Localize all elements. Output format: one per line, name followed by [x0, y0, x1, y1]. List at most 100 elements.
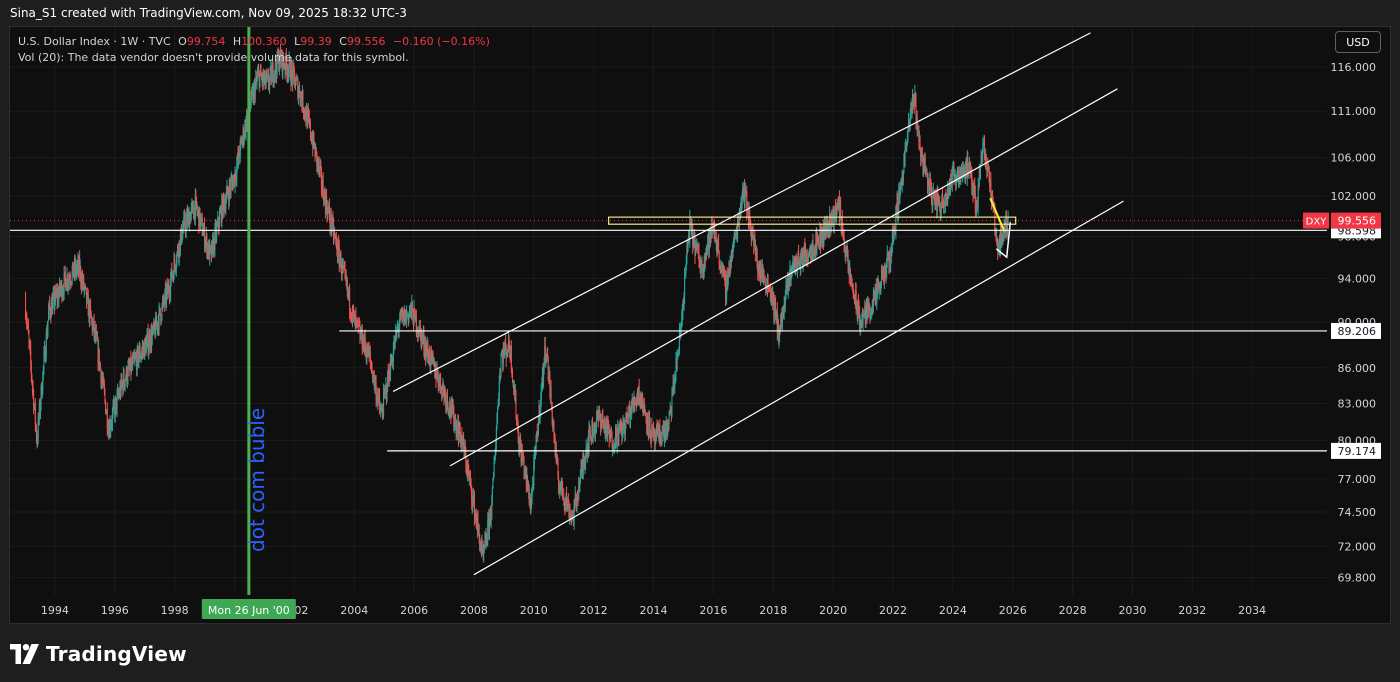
- candle-body: [535, 452, 537, 454]
- candle-body: [488, 517, 490, 533]
- candle-body: [527, 488, 529, 491]
- candle-body: [172, 273, 174, 280]
- candle-body: [501, 353, 503, 357]
- candle-body: [857, 301, 859, 320]
- candle-body: [302, 91, 304, 111]
- candle-body: [959, 170, 961, 178]
- candle-body: [407, 314, 409, 316]
- candle-body: [380, 410, 382, 412]
- candle-body: [920, 150, 922, 158]
- candle-body: [742, 187, 744, 195]
- candle-body: [76, 269, 78, 274]
- candle-body: [613, 447, 615, 449]
- candle-body: [945, 193, 947, 198]
- candle-body: [948, 187, 950, 196]
- candle-body: [229, 183, 231, 188]
- candle-body: [456, 427, 458, 435]
- candle-body: [990, 180, 992, 197]
- candle-body: [257, 74, 259, 80]
- candle-body: [906, 139, 908, 144]
- candle-body: [170, 268, 172, 280]
- candle-body: [922, 160, 924, 169]
- candle-body: [646, 420, 648, 428]
- candle-body: [445, 394, 447, 407]
- candle-body: [61, 292, 63, 298]
- candle-body: [514, 393, 516, 401]
- candle-body: [758, 270, 760, 276]
- candle-body: [806, 257, 808, 259]
- x-tick-label: 2006: [400, 604, 428, 617]
- candle-body: [183, 215, 185, 217]
- candle-body: [710, 231, 712, 236]
- candle-body: [840, 216, 842, 229]
- candle-body: [685, 264, 687, 276]
- candle-body: [87, 293, 89, 296]
- candle-body: [54, 290, 56, 303]
- candle-body: [59, 281, 61, 292]
- candle-body: [297, 91, 299, 99]
- candle-body: [119, 387, 121, 397]
- candle-body: [980, 153, 982, 167]
- x-tick-label: 2016: [699, 604, 727, 617]
- candle-body: [851, 280, 853, 285]
- high-label: H: [232, 35, 242, 48]
- candle-body: [297, 79, 299, 99]
- candle-body: [73, 273, 75, 277]
- y-tick-label: 94.000: [1338, 272, 1377, 285]
- candle-body: [566, 494, 568, 505]
- candle-body: [510, 346, 512, 370]
- candle-body: [34, 404, 36, 424]
- candle-body: [442, 385, 444, 389]
- candle-body: [87, 295, 89, 316]
- candle-body: [38, 417, 40, 420]
- candle-body: [735, 230, 737, 237]
- candle-body: [164, 288, 166, 293]
- candle-body: [259, 69, 261, 75]
- candle-body: [395, 330, 397, 337]
- candle-body: [556, 458, 558, 465]
- candle-body: [653, 430, 655, 436]
- candle-body: [192, 203, 194, 214]
- candle-body: [414, 308, 416, 311]
- candle-body: [972, 188, 974, 195]
- candle-body: [550, 388, 552, 403]
- candle-body: [351, 306, 353, 319]
- candle-body: [121, 382, 123, 384]
- candle-body: [917, 125, 919, 130]
- candle-body: [543, 365, 545, 382]
- candle-body: [669, 406, 671, 411]
- candle-body: [658, 425, 660, 439]
- candle-body: [396, 329, 398, 337]
- candle-body: [786, 285, 788, 287]
- candle-body: [932, 195, 934, 206]
- candle-body: [855, 291, 857, 303]
- candle-body: [497, 408, 499, 418]
- candle-body: [644, 412, 646, 417]
- candle-body: [775, 318, 777, 321]
- candle-body: [196, 206, 198, 212]
- candle-body: [869, 306, 871, 318]
- candle-body: [458, 432, 460, 441]
- candle-body: [636, 393, 638, 402]
- candle-body: [477, 518, 479, 527]
- candle-body: [848, 262, 850, 268]
- candle-body: [666, 429, 668, 436]
- candle-body: [689, 218, 691, 240]
- currency-button[interactable]: USD: [1335, 31, 1381, 53]
- tradingview-logo[interactable]: TradingView: [10, 642, 187, 666]
- candle-body: [64, 272, 66, 275]
- candle-body: [33, 391, 35, 410]
- candle-body: [969, 164, 971, 168]
- candle-body: [718, 241, 720, 252]
- candle-body: [676, 356, 678, 369]
- candle-body: [339, 254, 341, 261]
- candle-body: [328, 206, 330, 211]
- candle-body: [777, 319, 779, 340]
- candle-body: [634, 402, 636, 405]
- candle-body: [899, 190, 901, 200]
- candle-body: [464, 446, 466, 457]
- candle-body: [319, 167, 321, 172]
- candle-body: [930, 185, 932, 191]
- candle-body: [590, 435, 592, 441]
